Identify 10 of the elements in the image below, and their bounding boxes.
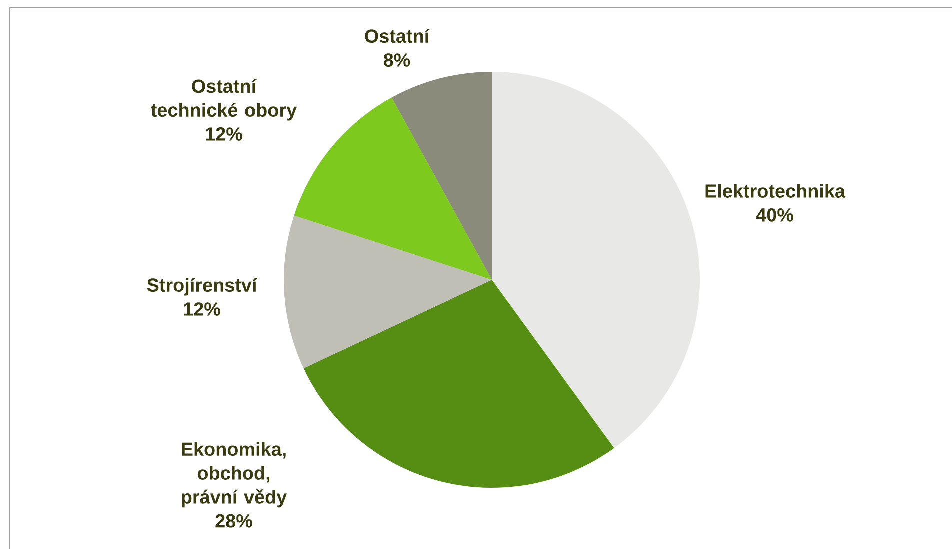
slice-label: Ekonomika, obchod, právní vědy (182, 442, 288, 508)
data-label: 8% (384, 54, 410, 67)
data-label: 28% (216, 514, 252, 528)
data-label: 12% (206, 128, 242, 141)
slice-label: Elektrotechnika (706, 184, 846, 198)
slice-label: Ostatní (365, 29, 430, 44)
data-label: 40% (756, 208, 794, 222)
slice-label: Strojírenství (147, 278, 258, 296)
slice-label: Ostatní technické obory (151, 79, 297, 121)
data-label: 12% (184, 302, 220, 316)
